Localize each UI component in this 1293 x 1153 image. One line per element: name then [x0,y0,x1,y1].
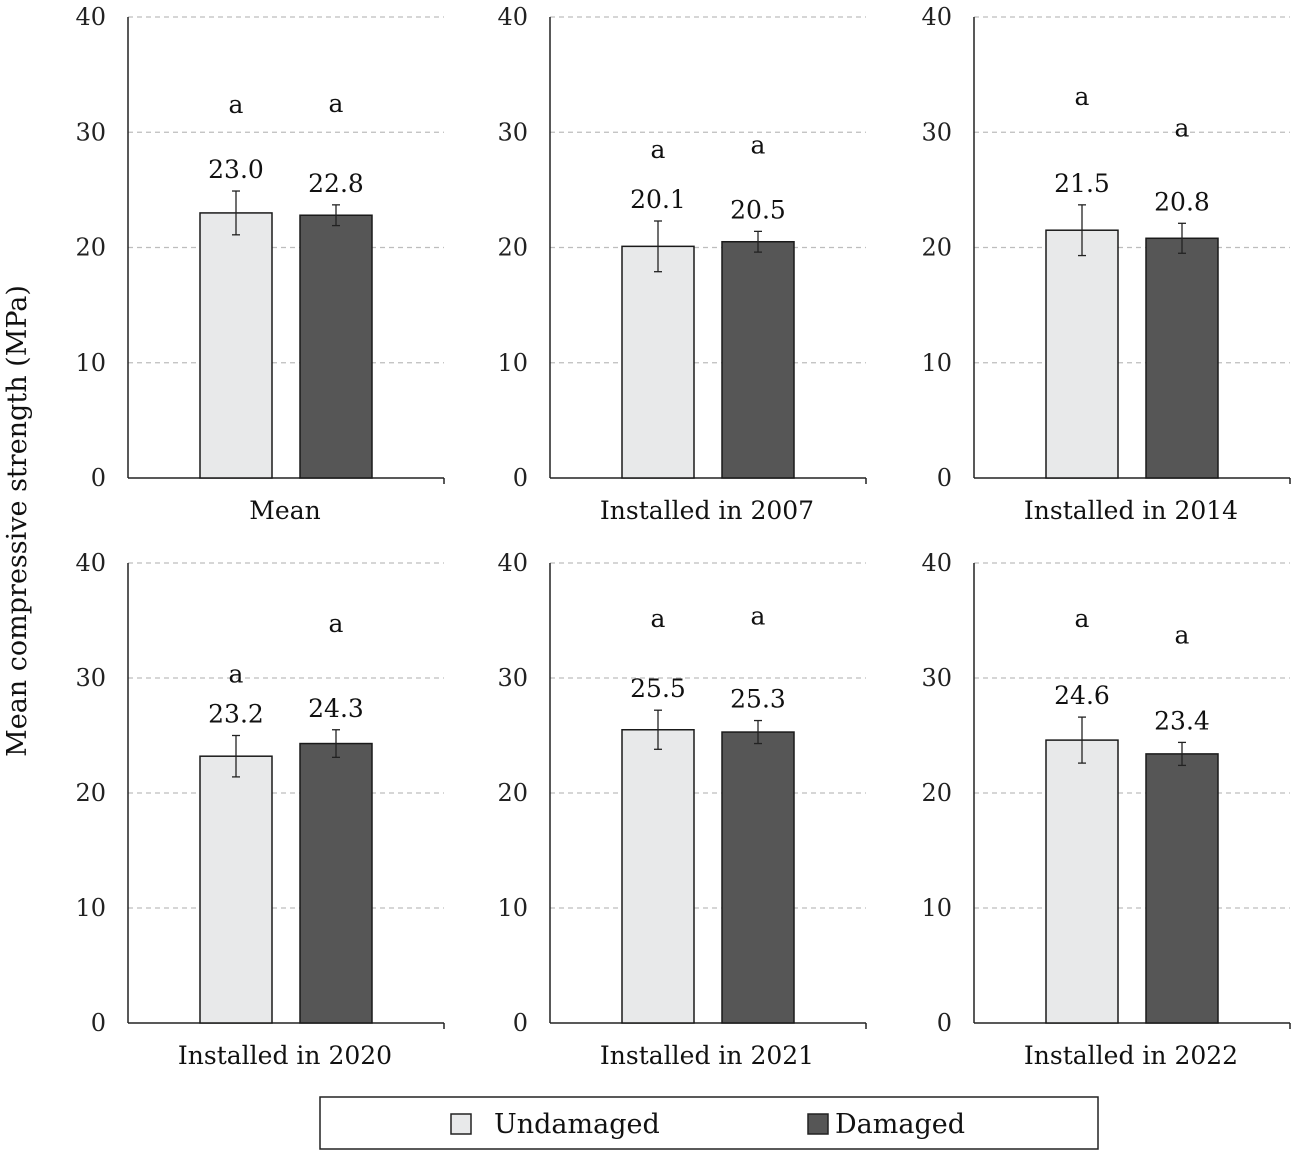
significance-label: a [329,609,344,638]
y-tick-label: 0 [91,1009,106,1037]
significance-label: a [329,89,344,118]
panel-title: Installed in 2022 [1024,1041,1238,1070]
significance-label: a [651,135,666,164]
y-tick-label: 10 [75,349,106,377]
legend-swatch-undamaged [450,1113,472,1135]
bar-damaged [721,240,795,479]
significance-label: a [651,604,666,633]
y-tick-label: 40 [75,549,106,577]
panel-3: 0 10 20 30 40 21.5 a 20.8 a Installed in 2014 [921,3,1291,525]
y-tick-label: 10 [921,894,952,922]
data-label: 20.5 [730,195,786,224]
data-label: 21.5 [1054,169,1110,198]
chart-panels: 0 10 20 30 40 23.0 a 22.8 a Mean 0 10 20 30 40 20.1 a 20.… [75,3,1291,1070]
significance-label: a [1075,82,1090,111]
y-tick-label: 0 [91,464,106,492]
y-tick-label: 10 [921,349,952,377]
y-tick-label: 0 [937,1009,952,1037]
data-label: 20.8 [1154,187,1210,216]
panel-title: Mean [249,496,320,525]
y-tick-label: 30 [497,118,528,146]
panel-title: Installed in 2014 [1024,496,1238,525]
y-tick-label: 30 [921,118,952,146]
y-tick-label: 20 [921,234,952,262]
significance-label: a [751,130,766,159]
y-tick-label: 0 [513,1009,528,1037]
bar-undamaged [1045,229,1119,479]
bar-damaged [1145,753,1219,1024]
bar-undamaged [199,755,273,1024]
data-label: 20.1 [630,185,686,214]
y-axis-label: Mean compressive strength (MPa) [2,285,33,757]
bar-damaged [299,742,373,1024]
y-tick-label: 40 [497,3,528,31]
y-tick-label: 30 [75,118,106,146]
panel-2: 0 10 20 30 40 20.1 a 20.5 a Installed in 2007 [497,3,867,525]
y-tick-label: 0 [513,464,528,492]
data-label: 22.8 [308,169,364,198]
significance-label: a [1175,620,1190,649]
significance-label: a [229,660,244,689]
panel-title: Installed in 2020 [178,1041,392,1070]
significance-label: a [1175,113,1190,142]
bar-undamaged [621,729,695,1024]
panel-4: 0 10 20 30 40 23.2 a 24.3 a Installed in 2020 [75,549,445,1070]
data-label: 24.3 [308,694,364,723]
significance-label: a [1075,604,1090,633]
y-tick-label: 20 [75,234,106,262]
panel-title: Installed in 2007 [600,496,814,525]
y-tick-label: 40 [75,3,106,31]
panel-1: 0 10 20 30 40 23.0 a 22.8 a Mean [75,3,445,525]
y-tick-label: 30 [75,664,106,692]
y-tick-label: 20 [75,779,106,807]
y-tick-label: 40 [921,549,952,577]
legend: Undamaged Damaged [319,1096,1099,1150]
data-label: 23.0 [208,155,264,184]
significance-label: a [751,602,766,631]
bar-undamaged [199,212,273,479]
y-tick-label: 30 [497,664,528,692]
y-tick-label: 20 [921,779,952,807]
bar-undamaged [1045,739,1119,1024]
data-label: 23.4 [1154,706,1210,735]
y-tick-label: 20 [497,234,528,262]
bar-damaged [299,214,373,479]
y-tick-label: 30 [921,664,952,692]
y-tick-label: 40 [497,549,528,577]
data-label: 23.2 [208,700,264,729]
legend-label-undamaged: Undamaged [494,1109,660,1140]
bar-damaged [721,731,795,1024]
y-tick-label: 10 [497,894,528,922]
y-tick-label: 0 [937,464,952,492]
panel-title: Installed in 2021 [600,1041,814,1070]
bar-damaged [1145,237,1219,479]
data-label: 25.3 [730,685,786,714]
bar-undamaged [621,245,695,479]
significance-label: a [229,90,244,119]
data-label: 24.6 [1054,681,1110,710]
y-tick-label: 10 [497,349,528,377]
legend-swatch-damaged [807,1113,829,1135]
legend-box [319,1096,1099,1150]
panel-5: 0 10 20 30 40 25.5 a 25.3 a Installed in 2021 [497,549,867,1070]
y-tick-label: 10 [75,894,106,922]
legend-label-damaged: Damaged [835,1109,965,1140]
panel-6: 0 10 20 30 40 24.6 a 23.4 a Installed in 2022 [921,549,1291,1070]
data-label: 25.5 [630,674,686,703]
y-tick-label: 20 [497,779,528,807]
y-tick-label: 40 [921,3,952,31]
